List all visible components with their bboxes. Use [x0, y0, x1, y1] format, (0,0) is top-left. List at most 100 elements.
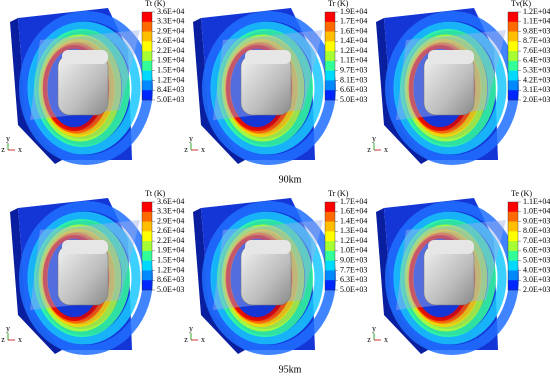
colorbar-segment	[508, 241, 518, 252]
axis-label: z	[367, 335, 371, 344]
colorbar-label: 1.6E+04	[340, 26, 367, 35]
colorbar-label: 1.2E+04	[340, 236, 367, 245]
colorbar-label: 5.0E+03	[523, 255, 550, 264]
colorbar-title: Tr (K)	[328, 189, 349, 198]
colorbar-segment	[325, 260, 335, 271]
colorbar-segment	[508, 60, 518, 71]
colorbar-label: 7.0E+03	[523, 236, 550, 245]
colorbar-label: 1.2E+04	[157, 75, 184, 84]
axis-label: x	[384, 335, 388, 344]
colorbar-segment	[325, 51, 335, 62]
slab-side	[10, 208, 62, 354]
caption: 90km	[279, 174, 302, 185]
colorbar-label: 1.5E+04	[157, 65, 184, 74]
axis-label: x	[201, 335, 205, 344]
colorbar-segment	[325, 12, 335, 23]
colorbar-label: 9.0E+03	[523, 216, 550, 225]
colorbar-segment	[325, 211, 335, 222]
contour	[210, 211, 324, 345]
contour	[400, 219, 496, 337]
colorbar-label: 6.0E+03	[523, 246, 550, 255]
colorbar-label: 3.6E+04	[157, 7, 184, 16]
colorbar-title: Te (K)	[511, 189, 532, 198]
colorbar-segment	[508, 12, 518, 23]
colorbar-label: 5.0E+03	[340, 95, 367, 104]
panel: yz x Tt (K)3.6E+043.3E+042.9E+042.6E+042.2…	[1, 0, 184, 165]
colorbar-segment	[508, 80, 518, 91]
colorbar-segment	[142, 202, 152, 213]
colorbar-label: 1.4E+04	[340, 216, 367, 225]
contour	[393, 211, 507, 345]
axis-label: y	[372, 324, 376, 333]
colorbar-segment	[325, 231, 335, 242]
axis-label: z	[367, 145, 371, 154]
body-top	[62, 240, 108, 254]
colorbar-segment	[142, 41, 152, 52]
contour	[27, 211, 141, 345]
colorbar-segment	[142, 90, 152, 101]
colorbar-label: 4.2E+03	[523, 75, 550, 84]
colorbar-segment	[325, 250, 335, 261]
colorbar-segment	[142, 21, 152, 32]
body-top	[245, 240, 291, 254]
axis-label: x	[201, 145, 205, 154]
colorbar-segment	[508, 221, 518, 232]
slab-side	[193, 208, 245, 354]
colorbar-label: 7.6E+03	[523, 46, 550, 55]
body-top	[62, 50, 108, 64]
colorbar-frame	[507, 11, 519, 101]
colorbar-segment	[142, 12, 152, 23]
colorbar-segment	[508, 90, 518, 101]
axis-label: y	[189, 324, 193, 333]
colorbar-label: 1.7E+04	[340, 197, 367, 206]
colorbar-segment	[325, 90, 335, 101]
colorbar-title: Tv(K)	[511, 0, 531, 8]
colorbar-segment	[325, 31, 335, 42]
colorbar-label: 1.3E+04	[340, 226, 367, 235]
contour	[217, 219, 313, 337]
colorbar-label: 3.1E+03	[523, 85, 550, 94]
colorbar-label: 4.0E+03	[523, 265, 550, 274]
colorbar-segment	[508, 211, 518, 222]
colorbar-label: 5.0E+03	[340, 285, 367, 294]
panel: yz x Tt (K)3.6E+043.3E+042.9E+042.6E+042.2…	[1, 189, 184, 355]
colorbar-label: 6.6E+03	[340, 85, 367, 94]
colorbar-segment	[508, 231, 518, 242]
body-top	[428, 240, 474, 254]
colorbar-label: 2.9E+04	[157, 216, 184, 225]
colorbar-segment	[325, 241, 335, 252]
colorbar-label: 8.4E+03	[157, 85, 184, 94]
colorbar-label: 1.9E+04	[340, 7, 367, 16]
colorbar-label: 8.0E+03	[523, 226, 550, 235]
axis-label: z	[184, 335, 188, 344]
colorbar-label: 3.3E+04	[157, 207, 184, 216]
colorbar-segment	[508, 31, 518, 42]
colorbar-segment	[508, 250, 518, 261]
colorbar-label: 1.6E+04	[340, 207, 367, 216]
colorbar-segment	[325, 280, 335, 291]
axis-label: y	[6, 324, 10, 333]
colorbar-label: 1.9E+04	[157, 246, 184, 255]
panel: yz x Te (K)1.1E+041.0E+049.0E+038.0E+037.0…	[367, 189, 550, 355]
colorbar-title: Tr (K)	[328, 0, 349, 8]
colorbar-label: 1.7E+04	[340, 17, 367, 26]
axis-label: x	[18, 145, 22, 154]
axis-label: x	[384, 145, 388, 154]
colorbar-label: 1.9E+04	[157, 56, 184, 65]
axis-label: y	[189, 134, 193, 143]
colorbar-label: 1.2E+04	[523, 7, 550, 16]
colorbar-label: 5.3E+03	[523, 65, 550, 74]
colorbar-segment	[142, 260, 152, 271]
colorbar-segment	[142, 250, 152, 261]
colorbar-segment	[325, 60, 335, 71]
colorbar-label: 1.4E+04	[340, 36, 367, 45]
colorbar-segment	[142, 80, 152, 91]
colorbar-label: 1.0E+04	[523, 207, 550, 216]
colorbar-label: 9.7E+03	[340, 65, 367, 74]
colorbar-segment	[142, 221, 152, 232]
contour	[34, 219, 130, 337]
colorbar-label: 1.5E+04	[157, 255, 184, 264]
colorbar-segment	[142, 241, 152, 252]
colorbar-label: 2.6E+04	[157, 36, 184, 45]
colorbar-label: 1.1E+04	[340, 56, 367, 65]
